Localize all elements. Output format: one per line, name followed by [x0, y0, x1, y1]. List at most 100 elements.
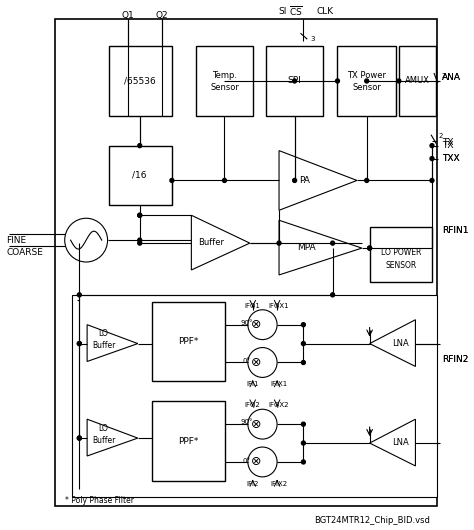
Text: PA: PA	[300, 176, 310, 185]
Circle shape	[248, 310, 277, 340]
Text: $\overline{\rm CS}$: $\overline{\rm CS}$	[289, 4, 303, 18]
Text: 2: 2	[439, 132, 443, 139]
Text: Buffer: Buffer	[198, 238, 224, 248]
Text: PPF*: PPF*	[178, 437, 199, 446]
Text: LO POWER: LO POWER	[381, 248, 421, 257]
Text: RFIN2: RFIN2	[442, 355, 468, 364]
Circle shape	[222, 179, 227, 182]
Text: COARSE: COARSE	[6, 248, 43, 257]
Circle shape	[368, 246, 372, 250]
Text: RFIN2: RFIN2	[442, 355, 468, 364]
Text: MPA: MPA	[297, 243, 316, 252]
Text: IFQX2: IFQX2	[269, 402, 289, 408]
Circle shape	[365, 79, 369, 83]
Text: 3: 3	[310, 36, 315, 42]
Text: IFIX2: IFIX2	[271, 481, 288, 487]
Circle shape	[292, 179, 297, 182]
Text: TX Power: TX Power	[347, 72, 386, 81]
Circle shape	[397, 79, 401, 83]
Text: 0°: 0°	[243, 358, 251, 365]
Text: /65536: /65536	[124, 76, 155, 85]
Circle shape	[430, 179, 434, 182]
Polygon shape	[87, 325, 138, 361]
Text: Q1: Q1	[122, 11, 135, 20]
Circle shape	[65, 218, 108, 262]
Text: 90°: 90°	[241, 320, 253, 326]
Text: BGT24MTR12_Chip_BID.vsd: BGT24MTR12_Chip_BID.vsd	[314, 516, 429, 525]
Text: RFIN1: RFIN1	[442, 226, 468, 235]
Circle shape	[331, 241, 335, 245]
Polygon shape	[370, 419, 415, 466]
Text: Buffer: Buffer	[92, 341, 115, 350]
Text: Sensor: Sensor	[352, 83, 381, 92]
Bar	[370, 227, 432, 282]
Text: CLK: CLK	[316, 7, 333, 16]
Text: 2: 2	[442, 73, 446, 79]
Bar	[399, 46, 436, 116]
Circle shape	[248, 348, 277, 377]
Bar	[152, 401, 226, 481]
Circle shape	[301, 441, 305, 445]
Text: LNA: LNA	[392, 438, 409, 447]
Circle shape	[301, 422, 305, 426]
Text: IFQ1: IFQ1	[245, 303, 261, 309]
Bar	[196, 46, 253, 116]
Text: RFIN1: RFIN1	[442, 226, 468, 235]
Circle shape	[77, 436, 81, 440]
Bar	[55, 19, 437, 506]
Bar	[109, 146, 172, 205]
Text: IFI2: IFI2	[246, 481, 259, 487]
Text: SI: SI	[278, 7, 287, 16]
Text: PPF*: PPF*	[178, 337, 199, 346]
Text: $\otimes$: $\otimes$	[250, 318, 261, 331]
Circle shape	[292, 79, 297, 83]
Circle shape	[368, 246, 372, 250]
Circle shape	[77, 342, 81, 346]
Text: ANA: ANA	[442, 74, 461, 83]
Text: * Poly Phase Filter: * Poly Phase Filter	[65, 496, 134, 505]
Circle shape	[77, 436, 81, 440]
Text: LO: LO	[99, 423, 109, 432]
Text: 0°: 0°	[243, 458, 251, 464]
Bar	[72, 295, 437, 497]
Text: TX: TX	[442, 138, 453, 147]
Circle shape	[138, 241, 142, 245]
Circle shape	[170, 179, 174, 182]
Text: SENSOR: SENSOR	[385, 261, 417, 269]
Circle shape	[77, 293, 81, 297]
Text: Buffer: Buffer	[92, 436, 115, 445]
Text: LNA: LNA	[392, 339, 409, 348]
Text: SPI: SPI	[288, 76, 301, 85]
Polygon shape	[279, 220, 362, 275]
Text: /16: /16	[132, 171, 147, 180]
Circle shape	[301, 360, 305, 365]
Text: Temp.: Temp.	[212, 72, 237, 81]
Text: FINE: FINE	[6, 236, 27, 245]
Text: Sensor: Sensor	[210, 83, 239, 92]
Circle shape	[301, 323, 305, 326]
Circle shape	[138, 213, 142, 217]
Text: TX: TX	[442, 141, 453, 150]
Text: AMUX: AMUX	[405, 76, 430, 85]
Circle shape	[77, 342, 81, 346]
Polygon shape	[370, 320, 415, 366]
Text: IFQX1: IFQX1	[269, 303, 289, 309]
Polygon shape	[191, 215, 250, 270]
Circle shape	[301, 460, 305, 464]
Text: IFQ2: IFQ2	[245, 402, 261, 408]
Text: $\otimes$: $\otimes$	[250, 455, 261, 469]
Bar	[109, 46, 172, 116]
Bar	[152, 302, 226, 382]
Circle shape	[336, 79, 339, 83]
Circle shape	[430, 144, 434, 148]
Text: IFIX1: IFIX1	[270, 382, 288, 387]
Text: IFI1: IFI1	[246, 382, 259, 387]
Text: 90°: 90°	[241, 419, 253, 425]
Text: TXX: TXX	[442, 154, 459, 163]
Text: LO: LO	[99, 329, 109, 338]
Polygon shape	[87, 419, 138, 456]
Text: ANA: ANA	[442, 74, 461, 83]
Text: $\otimes$: $\otimes$	[250, 418, 261, 431]
Circle shape	[430, 156, 434, 161]
Circle shape	[248, 409, 277, 439]
